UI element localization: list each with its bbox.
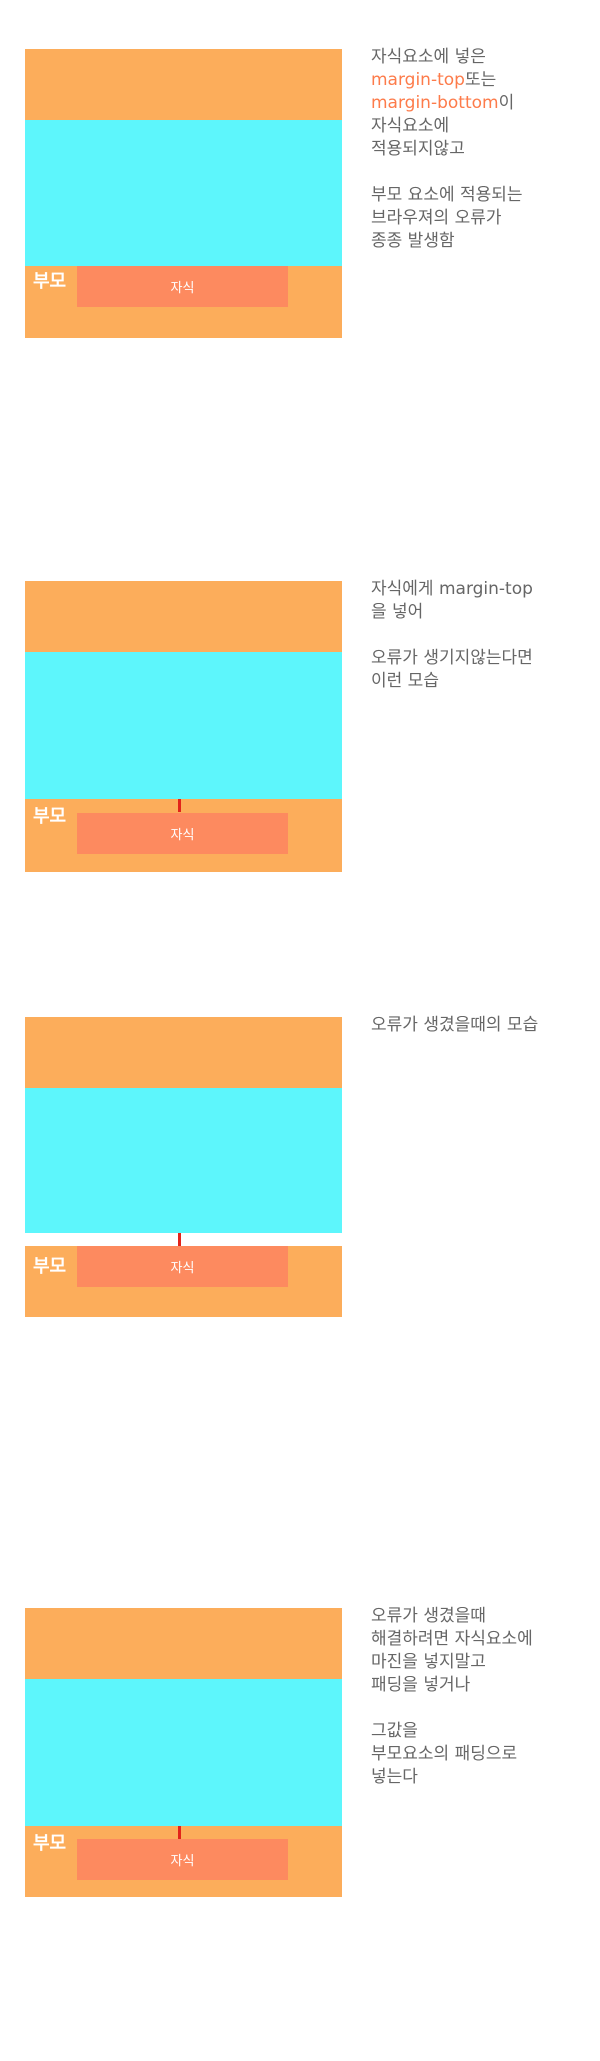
description-4: 오류가 생겼을때 해결하려면 자식요소에 마진을 넣지말고 패딩을 넣거나 그값… <box>371 1605 591 1789</box>
desc-line: 패딩을 넣거나 <box>371 1675 471 1695</box>
desc-line: 오류가 생겼을때 <box>371 1606 486 1626</box>
parent-label: 부모 <box>33 1256 67 1277</box>
child-box: 자식 <box>77 813 288 854</box>
desc-line: 적용되지않고 <box>371 139 465 159</box>
desc-line: 부모 요소에 적용되는 <box>371 185 523 205</box>
child-label: 자식 <box>170 1261 195 1276</box>
margin-marker <box>178 1233 181 1246</box>
desc-line: 을 넣어 <box>371 602 424 622</box>
description-2: 자식에게 margin-top 을 넣어 오류가 생기지않는다면 이런 모습 <box>371 578 591 693</box>
desc-line: margin-bottom이 <box>371 93 515 113</box>
parent-box: 부모 자식 <box>25 1246 342 1317</box>
diagram-4: 부모 자식 <box>25 1608 342 1897</box>
description-3: 오류가 생겼을때의 모습 <box>371 1014 591 1037</box>
desc-line: 오류가 생겼을때의 모습 <box>371 1015 539 1035</box>
diagram-1: 부모 자식 <box>25 49 342 338</box>
parent-box: 부모 자식 <box>25 1826 342 1897</box>
desc-line: 자식에게 margin-top <box>371 579 533 599</box>
cyan-block <box>25 120 342 266</box>
orange-block-top <box>25 1608 342 1679</box>
desc-line: 부모요소의 패딩으로 <box>371 1744 518 1764</box>
desc-line: 마진을 넣지말고 <box>371 1652 486 1672</box>
parent-label: 부모 <box>33 806 67 827</box>
cyan-block <box>25 1679 342 1826</box>
diagram-3: 부모 자식 <box>25 1017 342 1317</box>
desc-line: 넣는다 <box>371 1767 418 1787</box>
desc-line: 그값을 <box>371 1721 418 1741</box>
child-label: 자식 <box>170 828 195 843</box>
desc-line: 오류가 생기지않는다면 <box>371 648 533 668</box>
child-box: 자식 <box>77 1246 288 1287</box>
desc-line: 종종 발생함 <box>371 231 455 251</box>
desc-line: 브라우져의 오류가 <box>371 208 502 228</box>
child-box: 자식 <box>77 1839 288 1880</box>
highlight-text: margin-top <box>371 70 465 90</box>
padding-marker <box>178 1826 181 1839</box>
child-label: 자식 <box>170 281 195 296</box>
cyan-block <box>25 652 342 799</box>
child-label: 자식 <box>170 1854 195 1869</box>
parent-box: 부모 자식 <box>25 266 342 338</box>
parent-label: 부모 <box>33 271 67 292</box>
orange-block-top <box>25 1017 342 1088</box>
parent-label: 부모 <box>33 1833 67 1854</box>
highlight-text: margin-bottom <box>371 93 499 113</box>
description-1: 자식요소에 넣은 margin-top또는 margin-bottom이 자식요… <box>371 46 591 253</box>
diagram-2: 부모 자식 <box>25 581 342 872</box>
desc-line: 자식요소에 <box>371 116 450 136</box>
desc-line: 이런 모습 <box>371 671 439 691</box>
desc-line: 해결하려면 자식요소에 <box>371 1629 533 1649</box>
cyan-block <box>25 1088 342 1233</box>
margin-marker <box>178 799 181 812</box>
parent-box: 부모 자식 <box>25 799 342 872</box>
orange-block-top <box>25 49 342 120</box>
desc-line: 자식요소에 넣은 <box>371 47 486 67</box>
desc-line: margin-top또는 <box>371 70 497 90</box>
child-box: 자식 <box>77 266 288 307</box>
orange-block-top <box>25 581 342 652</box>
